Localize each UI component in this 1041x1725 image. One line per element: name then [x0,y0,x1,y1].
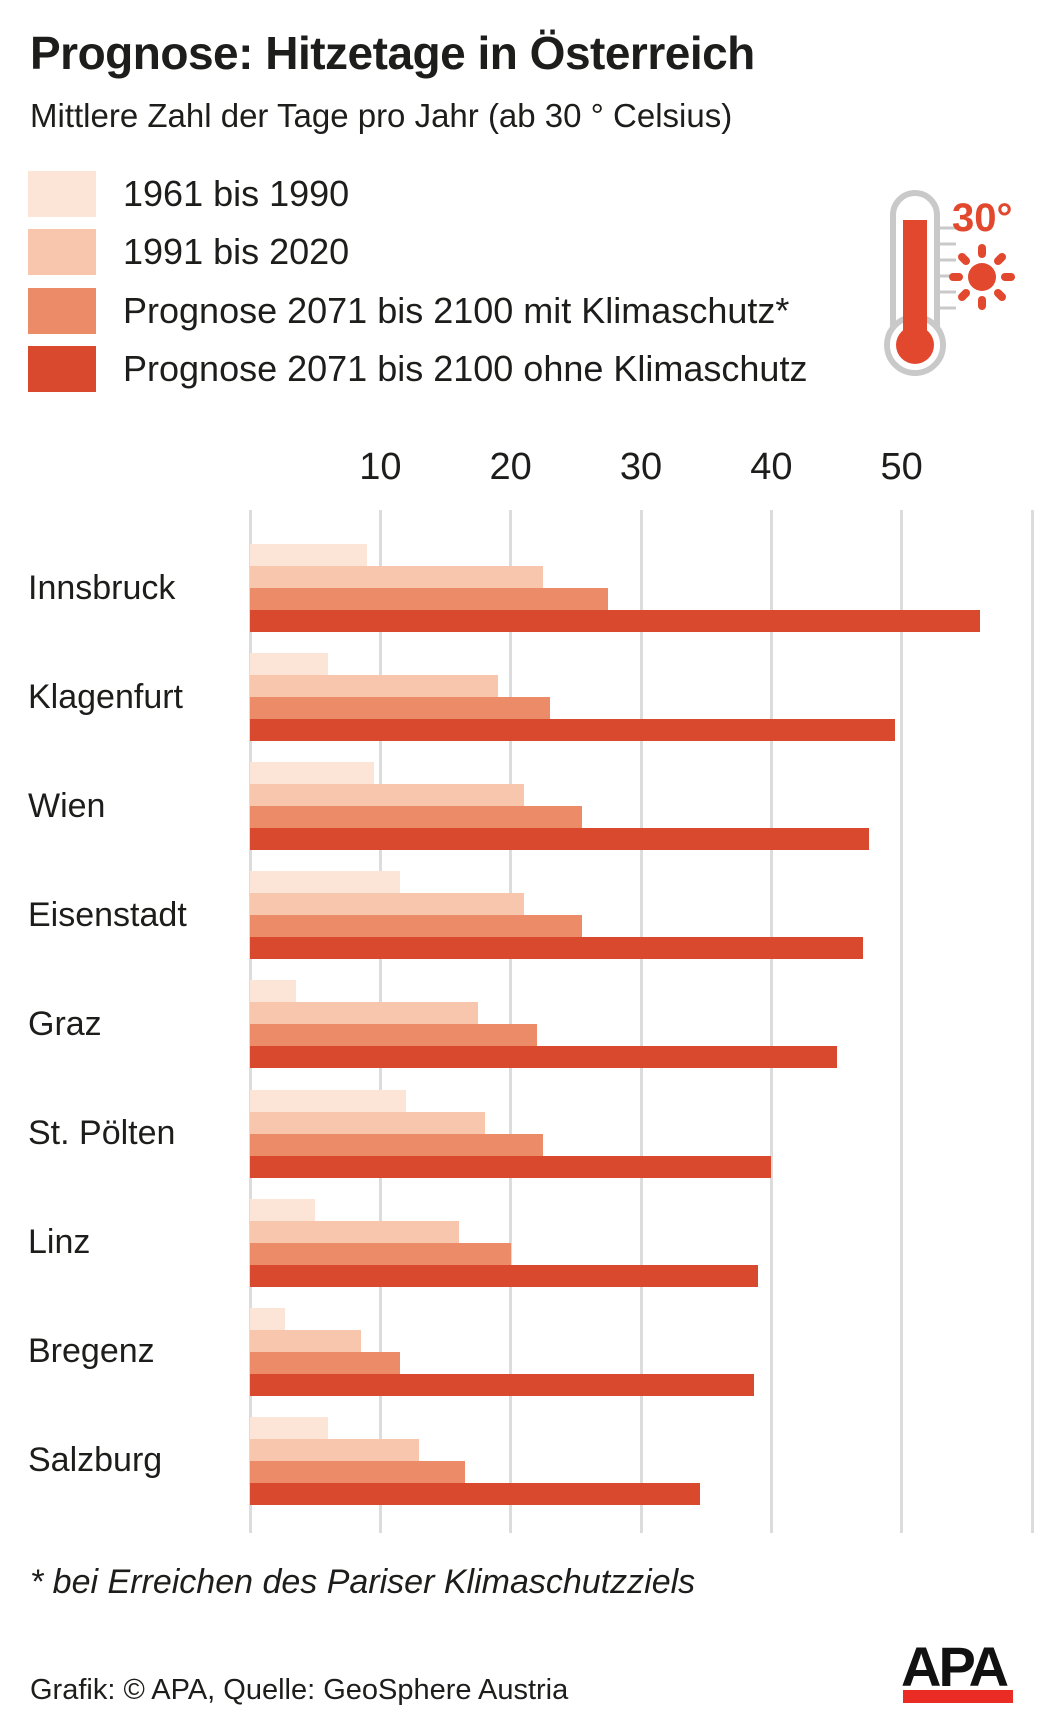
bar-wien-prognose-2071-bis-2100-mit-klimaschutz [250,806,583,829]
bar-linz-prognose-2071-bis-2100-mit-klimaschutz [250,1242,511,1265]
category-label-bregenz: Bregenz [28,1332,155,1371]
gridline-20 [509,510,513,1533]
legend-swatch [28,229,96,276]
thermometer-ticks [940,226,956,310]
x-tick-label-30: 30 [619,446,663,488]
gridline-30 [639,510,643,1533]
bar-eisenstadt-1991-bis-2020 [250,893,524,916]
bar-klagenfurt-1961-bis-1990 [250,653,329,676]
thermometer-value-label: 30° [952,196,1013,240]
bar-eisenstadt-prognose-2071-bis-2100-mit-klimaschutz [250,915,583,938]
category-label-klagenfurt: Klagenfurt [28,677,183,716]
legend-label: Prognose 2071 bis 2100 mit Klimaschutz* [123,289,790,331]
legend-swatch [28,287,96,334]
bar-innsbruck-1961-bis-1990 [250,544,368,566]
bar-st-pölten-prognose-2071-bis-2100-ohne-klimaschutz [250,1155,772,1178]
bar-salzburg-prognose-2071-bis-2100-mit-klimaschutz [250,1460,466,1483]
bar-klagenfurt-prognose-2071-bis-2100-mit-klimaschutz [250,697,550,720]
footnote: * bei Erreichen des Pariser Klimaschutzz… [30,1563,696,1601]
gridline-60 [1030,510,1034,1533]
thermometer-mercury [903,220,927,340]
category-label-wien: Wien [28,786,106,825]
x-tick-label-10: 10 [359,446,402,488]
bar-wien-prognose-2071-bis-2100-ohne-klimaschutz [250,828,870,851]
category-label-salzburg: Salzburg [28,1441,163,1480]
bar-st-pölten-1991-bis-2020 [250,1111,485,1134]
bar-innsbruck-prognose-2071-bis-2100-ohne-klimaschutz [250,610,980,632]
bar-wien-1991-bis-2020 [250,784,524,807]
legend-label: 1991 bis 2020 [123,231,350,273]
bar-st-pölten-prognose-2071-bis-2100-mit-klimaschutz [250,1133,544,1156]
bar-eisenstadt-1961-bis-1990 [250,871,400,894]
x-tick-label-20: 20 [489,446,532,488]
x-tick-label-50: 50 [880,446,923,488]
apa-logo-bar [903,1690,1013,1703]
bar-bregenz-prognose-2071-bis-2100-ohne-klimaschutz [250,1373,755,1396]
sun-icon [949,244,1015,310]
legend-swatch [28,171,96,217]
bar-st-pölten-1961-bis-1990 [250,1089,407,1112]
bar-innsbruck-1991-bis-2020 [250,566,544,588]
bar-graz-1961-bis-1990 [250,980,296,1003]
category-label-graz: Graz [28,1004,102,1043]
gridline-40 [769,510,773,1533]
bar-eisenstadt-prognose-2071-bis-2100-ohne-klimaschutz [250,937,863,960]
page-subtitle: Mittlere Zahl der Tage pro Jahr (ab 30 °… [30,97,733,134]
bar-bregenz-1991-bis-2020 [250,1329,361,1352]
thermometer-icon [884,190,1015,376]
legend-label: Prognose 2071 bis 2100 ohne Klimaschutz [123,347,808,389]
bar-klagenfurt-1991-bis-2020 [250,675,498,698]
legend-label: 1961 bis 1990 [123,173,350,214]
bar-innsbruck-prognose-2071-bis-2100-mit-klimaschutz [250,588,609,610]
gridline-50 [900,510,904,1533]
bar-klagenfurt-prognose-2071-bis-2100-ohne-klimaschutz [250,719,896,742]
legend-swatch [28,345,96,392]
category-label-eisenstadt: Eisenstadt [28,895,187,934]
bar-salzburg-prognose-2071-bis-2100-ohne-klimaschutz [250,1482,700,1505]
x-tick-label-40: 40 [750,446,793,488]
bar-linz-1991-bis-2020 [250,1220,459,1243]
bar-bregenz-1961-bis-1990 [250,1307,286,1330]
thermometer-mercury-bulb [896,326,934,364]
bar-linz-prognose-2071-bis-2100-ohne-klimaschutz [250,1264,759,1287]
category-label-st-pölten: St. Pölten [28,1114,176,1152]
bar-wien-1961-bis-1990 [250,762,374,785]
bar-linz-1961-bis-1990 [250,1198,316,1221]
category-label-linz: Linz [28,1223,91,1262]
credit-line: Grafik: © APA, Quelle: GeoSphere Austria [30,1674,569,1706]
apa-logo: APA [901,1635,1009,1698]
bar-salzburg-1961-bis-1990 [250,1416,329,1439]
bar-bregenz-prognose-2071-bis-2100-mit-klimaschutz [250,1351,400,1374]
bar-salzburg-1991-bis-2020 [250,1438,420,1461]
page-title: Prognose: Hitzetage in Österreich [30,27,755,79]
bar-graz-prognose-2071-bis-2100-mit-klimaschutz [250,1024,537,1047]
bar-graz-prognose-2071-bis-2100-ohne-klimaschutz [250,1046,837,1069]
category-label-innsbruck: Innsbruck [28,568,176,607]
bar-graz-1991-bis-2020 [250,1002,479,1025]
